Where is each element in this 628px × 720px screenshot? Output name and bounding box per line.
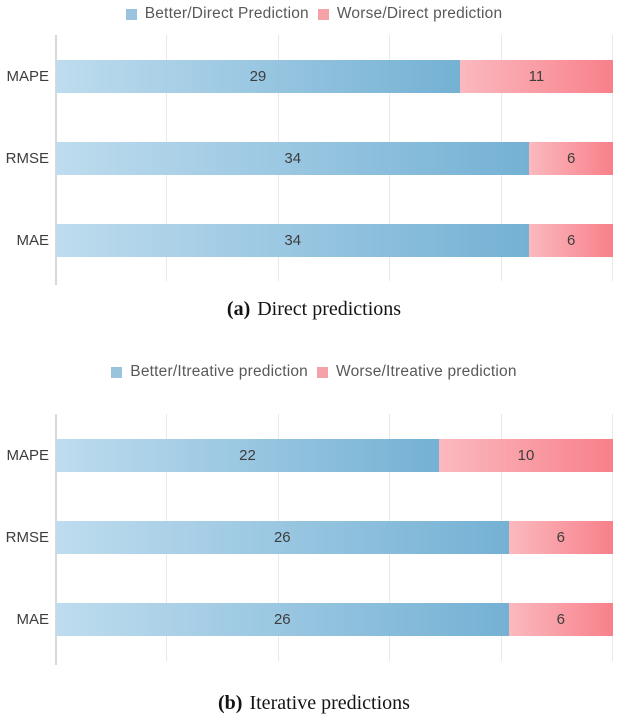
legend-item: Better/Itreative prediction	[111, 363, 308, 381]
bar: 29 11	[56, 59, 613, 93]
plot-area: MAPE 29 11 RMSE 34 6 MAE 34 6	[0, 35, 628, 285]
chart-row: RMSE 34 6	[0, 141, 628, 175]
bar: 34 6	[56, 223, 613, 257]
bar-value-label: 22	[239, 446, 256, 464]
bar-segment-better: 26	[56, 520, 509, 554]
rows: MAPE 29 11 RMSE 34 6 MAE 34 6	[0, 35, 628, 281]
bar-value-label: 11	[528, 67, 545, 85]
bar-value-label: 26	[273, 611, 291, 629]
caption-text: Iterative predictions	[249, 692, 410, 714]
category-label: MAPE	[6, 446, 49, 464]
better-legend-swatch	[111, 366, 123, 378]
legend-label: Better/Itreative prediction	[130, 363, 309, 380]
bar: 22 10	[56, 438, 613, 472]
worse-legend-swatch	[317, 8, 329, 20]
legend-item: Worse/Itreative prediction	[317, 363, 517, 381]
bar: 34 6	[56, 141, 613, 175]
legend-label: Better/Direct Prediction	[144, 5, 309, 22]
bar-segment-worse: 6	[529, 223, 613, 257]
bar-segment-worse: 11	[459, 59, 613, 93]
bar-segment-better: 34	[56, 141, 530, 175]
bar-value-label: 6	[556, 611, 565, 629]
chart-row: MAPE 29 11	[0, 59, 628, 93]
bar-segment-better: 34	[56, 223, 530, 257]
chart-row: RMSE 26 6	[0, 520, 628, 554]
caption-b: (b) Iterative predictions	[0, 691, 628, 715]
chart-row: MAE 34 6	[0, 223, 628, 257]
legend-label: Worse/Itreative prediction	[336, 363, 517, 380]
bar: 26 6	[56, 603, 613, 637]
legend-item: Worse/Direct prediction	[317, 5, 503, 23]
bar-segment-better: 22	[56, 438, 439, 472]
bar-value-label: 26	[273, 528, 291, 546]
category-label: RMSE	[5, 149, 49, 167]
bar-value-label: 6	[556, 528, 565, 546]
chart-iterative-predictions: Better/Itreative prediction Worse/Itreati…	[0, 321, 628, 665]
legend-item: Better/Direct Prediction	[125, 5, 309, 23]
caption-a: (a) Direct predictions	[0, 297, 628, 321]
bar-segment-better: 26	[56, 603, 509, 637]
category-label: MAE	[16, 611, 49, 629]
rows: MAPE 22 10 RMSE 26 6 MAE 26 6	[0, 414, 628, 661]
bar-segment-worse: 6	[508, 520, 613, 554]
caption-marker: (b)	[218, 692, 243, 714]
category-label: MAPE	[6, 67, 49, 85]
bar-segment-worse: 10	[438, 438, 613, 472]
chart-row: MAPE 22 10	[0, 438, 628, 472]
legend-label: Worse/Direct prediction	[336, 5, 503, 22]
chart-row: MAE 26 6	[0, 603, 628, 637]
category-label: MAE	[16, 231, 49, 249]
bar-value-label: 6	[567, 149, 576, 167]
bar-value-label: 10	[517, 446, 535, 464]
worse-legend-swatch	[317, 366, 329, 378]
bar-value-label: 34	[284, 149, 302, 167]
plot-area: MAPE 22 10 RMSE 26 6 MAE 26 6	[0, 414, 628, 665]
better-legend-swatch	[125, 8, 137, 20]
bar-segment-worse: 6	[529, 141, 613, 175]
bar-segment-better: 29	[56, 59, 460, 93]
caption-text: Direct predictions	[257, 298, 402, 320]
bar: 26 6	[56, 520, 613, 554]
bar-value-label: 34	[284, 231, 302, 249]
caption-marker: (a)	[226, 298, 251, 320]
bar-segment-worse: 6	[508, 603, 613, 637]
chart-direct-predictions: Better/Direct Prediction Worse/Direct pre…	[0, 0, 628, 285]
legend: Better/Direct Prediction Worse/Direct pre…	[0, 0, 628, 23]
bar-value-label: 6	[567, 231, 576, 249]
legend: Better/Itreative prediction Worse/Itreati…	[0, 321, 628, 381]
bar-value-label: 29	[249, 67, 267, 85]
category-label: RMSE	[5, 528, 49, 546]
